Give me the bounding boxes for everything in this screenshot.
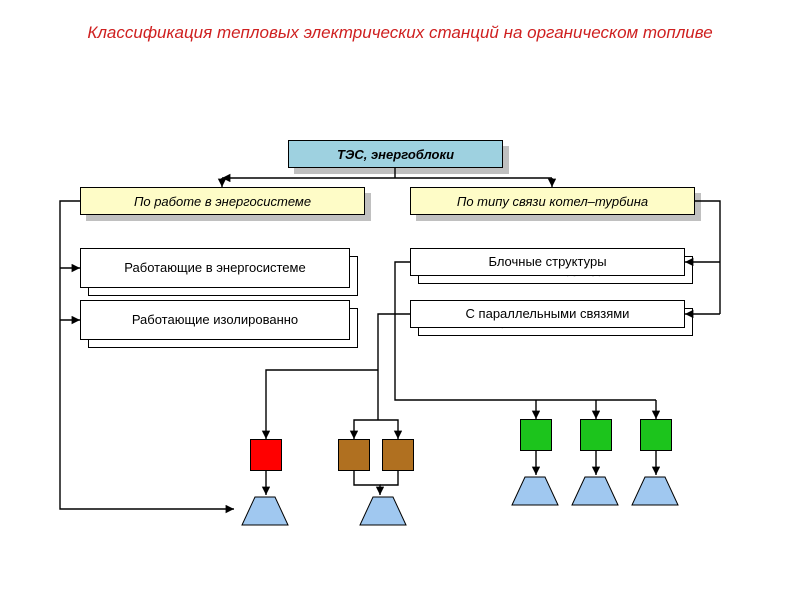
turbine-icon-3 (570, 475, 620, 507)
category-right: По типу связи котел–турбина (410, 187, 695, 215)
turbine-icon-4 (630, 475, 680, 507)
leaf-r2: С параллельными связями (410, 300, 685, 328)
boiler-square-3 (520, 419, 552, 451)
turbine-icon-0 (240, 495, 290, 527)
turbine-icon-2 (510, 475, 560, 507)
boiler-square-0 (250, 439, 282, 471)
boiler-square-5 (640, 419, 672, 451)
boiler-square-1 (338, 439, 370, 471)
leaf-l2: Работающие изолированно (80, 300, 350, 340)
turbine-icon-1 (358, 495, 408, 527)
leaf-r1: Блочные структуры (410, 248, 685, 276)
leaf-l1: Работающие в энергосистеме (80, 248, 350, 288)
category-left: По работе в энергосистеме (80, 187, 365, 215)
boiler-square-4 (580, 419, 612, 451)
root-node: ТЭС, энергоблоки (288, 140, 503, 168)
page-title: Классификация тепловых электрических ста… (0, 22, 800, 44)
boiler-square-2 (382, 439, 414, 471)
